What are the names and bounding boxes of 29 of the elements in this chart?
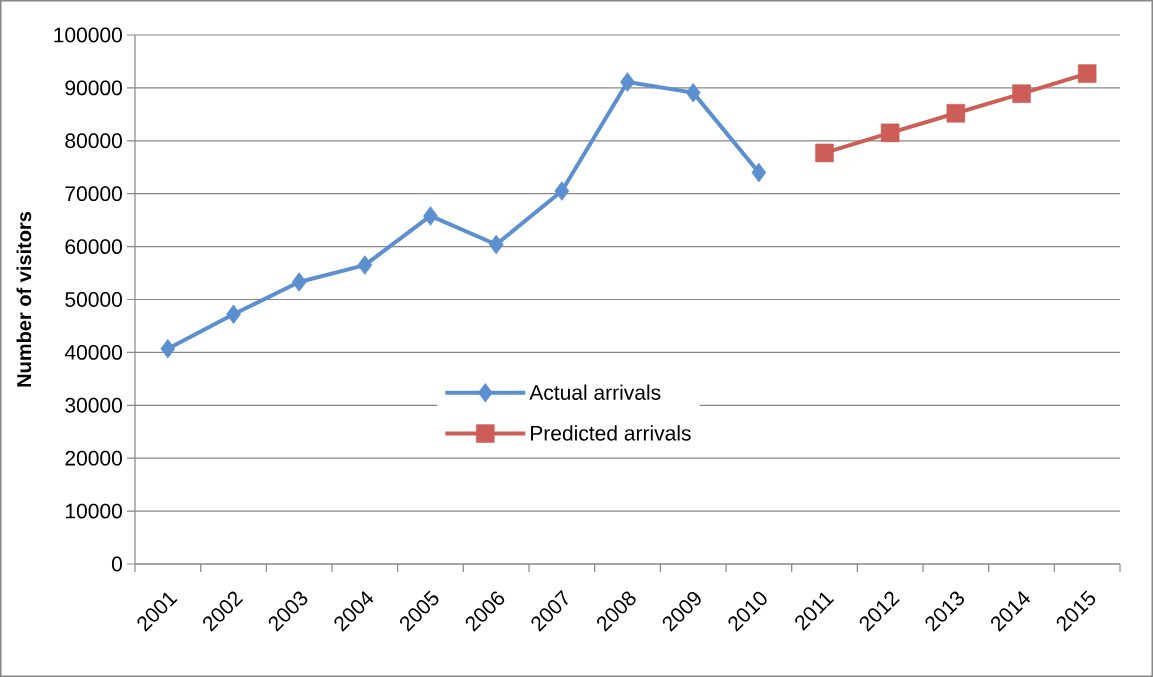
point [815,143,834,163]
legend-label: Actual arrivals [529,384,661,400]
y-tick-label: 50000 [65,292,122,307]
point [554,181,570,201]
legend-label: Predicted arrivals [531,425,691,441]
y-tick-label: 70000 [65,186,122,202]
point [620,72,635,92]
point [751,162,767,183]
point [946,104,966,123]
y-axis-title: Number of visitors [16,211,32,387]
point [423,206,438,226]
point [1077,64,1097,83]
point [226,304,241,325]
point [160,338,176,359]
point [1012,84,1031,103]
y-tick-label: 0 [111,556,122,572]
y-tick-label: 40000 [64,344,122,360]
y-tick-label: 30000 [65,397,122,413]
point [357,255,373,275]
point [880,123,900,143]
y-tick-label: 80000 [65,133,122,149]
point [291,272,307,292]
y-tick-label: 20000 [65,450,122,466]
y-tick-label: 60000 [65,239,122,255]
point [685,82,701,103]
y-tick-label: 100000 [54,27,122,43]
y-tick-label: 10000 [66,503,122,519]
y-tick-label: 90000 [65,80,122,96]
point [488,234,504,255]
